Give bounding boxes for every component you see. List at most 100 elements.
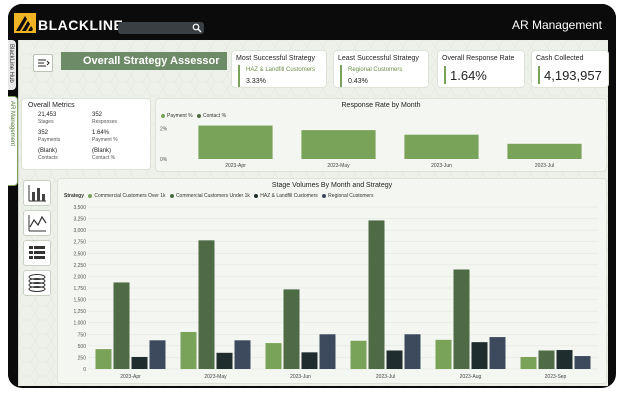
report-canvas: Overall Strategy Assessor Most Successfu… — [18, 40, 609, 386]
bar — [435, 339, 452, 369]
x-tick-label: 2023-Jul — [376, 374, 395, 380]
bar — [556, 350, 573, 369]
nav-coins-button[interactable] — [23, 270, 51, 296]
bar — [471, 342, 488, 369]
menu-icon[interactable] — [34, 55, 52, 71]
bar — [301, 352, 318, 369]
bar — [319, 334, 336, 369]
nav-line-chart-button[interactable] — [23, 210, 51, 236]
y-tick-label: 2,750 — [73, 240, 86, 246]
nav-table-button[interactable] — [23, 240, 51, 266]
legend-label: Commercial Customers Under 1k — [175, 193, 250, 199]
legend-label: Regional Customers — [328, 193, 374, 199]
y-tick-label: 1,000 — [73, 321, 86, 327]
x-tick-label: 2023-Jun — [290, 374, 311, 380]
blackline-logo-icon — [14, 13, 36, 33]
accent-bar — [340, 65, 342, 87]
bar — [301, 130, 376, 159]
y-tick-label: 3,500 — [73, 205, 86, 211]
kpi-strategy-name: Regional Customers — [348, 67, 403, 73]
stage-volumes-chart: Stage Volumes By Month and Strategy Stra… — [57, 178, 607, 384]
bar — [404, 334, 421, 369]
stage-volumes-plot: 0 250 500 750 1,000 1,250 1,500 1,750 2,000 2,250… — [73, 205, 598, 380]
kpi-most-successful: Most Successful Strategy HAZ & Landfill … — [231, 50, 327, 88]
bar — [149, 340, 166, 369]
coins-icon[interactable] — [24, 271, 50, 295]
metric-value: 352 — [38, 130, 49, 136]
line-chart-icon[interactable] — [24, 211, 50, 235]
bar — [265, 343, 282, 369]
legend-swatch — [196, 113, 201, 118]
bar — [538, 350, 555, 369]
bar — [404, 134, 479, 159]
kpi-title: Cash Collected — [536, 55, 584, 62]
app-window: BLACKLINE AR Management BlackLine Hub AR… — [8, 4, 616, 388]
bar — [350, 340, 367, 369]
y-tick-label: 0% — [160, 157, 168, 163]
search-icon[interactable] — [192, 23, 202, 33]
y-tick-label: 1,500 — [73, 298, 86, 304]
y-tick-label: 2% — [160, 127, 168, 133]
y-tick-label: 0 — [83, 367, 86, 373]
tab-ar-management[interactable]: AR Management — [8, 96, 18, 186]
y-tick-label: 1,250 — [73, 309, 86, 315]
legend-label: Commercial Customers Over 1k — [94, 193, 166, 199]
chart-title: Response Rate by Month — [341, 102, 421, 109]
chart-legend: Strategy Commercial Customers Over 1k Co… — [64, 193, 373, 199]
x-tick-label: 2023-Jun — [431, 163, 452, 169]
metric-value: 352 — [92, 112, 103, 118]
legend-label: Contact % — [202, 113, 227, 119]
kpi-value: 3.33% — [246, 78, 266, 85]
metric-label: Contact % — [92, 155, 116, 161]
bar — [520, 356, 537, 369]
y-tick-label: 2,250 — [73, 263, 86, 269]
bar — [234, 340, 251, 369]
y-tick-label: 250 — [78, 355, 87, 361]
kpi-value: 1.64% — [450, 68, 487, 83]
bar — [131, 356, 148, 369]
legend-swatch — [169, 193, 174, 198]
y-tick-label: 1,750 — [73, 286, 86, 292]
tab-blackline-hub[interactable]: BlackLine Hub — [8, 40, 16, 90]
kpi-cash-collected: Cash Collected 4,193,957 — [531, 50, 609, 88]
y-tick-label: 750 — [78, 332, 87, 338]
accent-bar — [538, 66, 540, 84]
nav-bar-chart-button[interactable] — [23, 180, 51, 206]
legend-swatch — [322, 193, 327, 198]
bar — [198, 240, 215, 369]
metric-label: Payments — [38, 137, 61, 143]
chart-title: Stage Volumes By Month and Strategy — [271, 182, 393, 189]
menu-button[interactable] — [33, 54, 53, 72]
overall-metrics-card: Overall Metrics 21,453 Stages 352 Respon… — [21, 98, 151, 170]
bar — [95, 349, 112, 369]
legend-swatch — [161, 113, 165, 118]
page-title: Overall Strategy Assessor — [61, 52, 227, 70]
accent-bar — [238, 65, 240, 87]
bar-chart-icon[interactable] — [24, 181, 50, 205]
top-bar: BLACKLINE AR Management — [8, 4, 616, 40]
metric-value: (Blank) — [38, 148, 58, 154]
legend-swatch — [254, 193, 259, 198]
metric-label: Stages — [38, 119, 54, 125]
bar — [198, 125, 273, 159]
x-tick-label: 2023-May — [327, 163, 350, 169]
y-tick-label: 2,000 — [73, 274, 86, 280]
bar — [574, 356, 591, 369]
x-tick-label: 2023-Aug — [460, 374, 482, 380]
y-tick-label: 3,000 — [73, 228, 86, 234]
kpi-title: Most Successful Strategy — [236, 55, 315, 62]
x-tick-label: 2023-Jul — [535, 163, 554, 169]
x-tick-label: 2023-Apr — [225, 163, 246, 169]
response-rate-chart: Response Rate by Month Payment % Contact… — [155, 98, 607, 172]
legend-label: Payment % — [167, 113, 193, 119]
bar — [368, 220, 385, 369]
table-icon[interactable] — [24, 241, 50, 265]
bar — [283, 289, 300, 369]
y-tick-label: 3,250 — [73, 217, 86, 223]
bar — [489, 337, 506, 369]
metric-value: 1.64% — [92, 130, 110, 136]
bar — [453, 269, 470, 369]
search-input[interactable] — [118, 22, 204, 34]
kpi-value: 0.43% — [348, 78, 368, 85]
metric-label: Payment % — [92, 137, 118, 143]
